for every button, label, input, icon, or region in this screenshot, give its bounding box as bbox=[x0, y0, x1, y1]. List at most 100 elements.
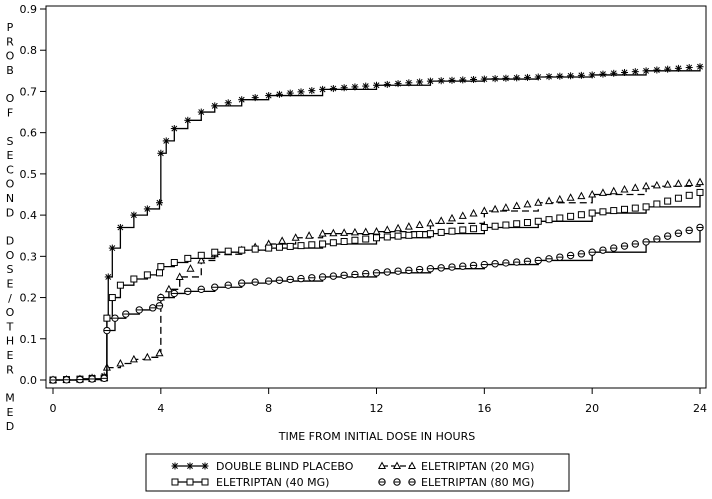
data-point bbox=[308, 274, 316, 282]
data-point bbox=[156, 149, 165, 158]
data-point bbox=[122, 310, 130, 318]
data-point bbox=[361, 82, 370, 91]
data-point bbox=[170, 259, 178, 267]
y-tick-label: 0.6 bbox=[20, 127, 38, 140]
legend-item-80mg: ELETRIPTAN (80 MG) bbox=[378, 476, 534, 489]
data-point bbox=[437, 216, 445, 224]
data-point bbox=[588, 248, 596, 256]
data-point bbox=[162, 136, 171, 145]
data-point bbox=[405, 231, 413, 239]
y-axis-label-char: H bbox=[6, 335, 14, 348]
data-point bbox=[116, 359, 125, 367]
y-tick-label: 0.4 bbox=[20, 209, 38, 222]
data-point bbox=[224, 247, 232, 255]
data-point bbox=[155, 198, 164, 207]
series-3 bbox=[49, 223, 704, 384]
data-point bbox=[685, 191, 693, 199]
data-point bbox=[394, 267, 402, 275]
data-point bbox=[566, 251, 575, 260]
data-point bbox=[197, 108, 206, 117]
data-point bbox=[577, 211, 585, 219]
legend-marker bbox=[378, 478, 386, 486]
y-axis-label-char: S bbox=[7, 263, 14, 276]
data-point bbox=[610, 207, 618, 215]
data-point bbox=[674, 64, 683, 73]
data-point bbox=[157, 293, 165, 302]
data-point bbox=[297, 87, 306, 96]
data-point bbox=[653, 200, 661, 208]
data-point bbox=[491, 222, 499, 230]
data-point bbox=[286, 89, 295, 98]
data-point bbox=[459, 211, 467, 219]
data-point bbox=[416, 230, 424, 238]
data-point bbox=[663, 65, 672, 74]
data-point bbox=[155, 349, 164, 357]
data-point bbox=[663, 232, 672, 240]
series-2 bbox=[49, 188, 704, 384]
data-point bbox=[502, 221, 510, 229]
data-point bbox=[116, 281, 124, 289]
data-point bbox=[685, 178, 693, 186]
data-point bbox=[448, 227, 456, 235]
data-point bbox=[480, 260, 489, 269]
x-tick-label: 24 bbox=[693, 402, 707, 415]
data-point bbox=[448, 263, 456, 271]
plot-frame bbox=[45, 5, 707, 389]
data-point bbox=[599, 188, 607, 196]
data-point bbox=[372, 81, 381, 90]
series-line bbox=[53, 192, 701, 381]
data-point bbox=[278, 236, 286, 244]
data-point bbox=[383, 268, 391, 276]
data-point bbox=[566, 193, 575, 201]
series-0 bbox=[49, 62, 704, 384]
data-point bbox=[502, 203, 510, 211]
y-tick-label: 0.8 bbox=[20, 44, 38, 57]
y-axis-label-char: O bbox=[6, 306, 15, 319]
data-point bbox=[135, 306, 143, 314]
data-point bbox=[653, 235, 661, 243]
x-tick-label: 20 bbox=[585, 402, 599, 415]
data-point bbox=[394, 224, 402, 232]
y-tick-label: 0.9 bbox=[20, 3, 38, 16]
data-point bbox=[621, 205, 629, 213]
data-point bbox=[437, 264, 445, 272]
data-point bbox=[318, 85, 327, 94]
data-point bbox=[211, 283, 219, 291]
data-point bbox=[534, 217, 542, 225]
data-point bbox=[426, 219, 435, 227]
data-point bbox=[696, 178, 704, 186]
series-line bbox=[53, 66, 701, 381]
data-point bbox=[155, 302, 164, 310]
x-tick-label: 4 bbox=[157, 402, 164, 415]
data-point bbox=[598, 70, 607, 79]
y-axis-label-char: T bbox=[6, 320, 14, 333]
data-point bbox=[329, 239, 337, 247]
data-point bbox=[426, 265, 435, 273]
data-point bbox=[224, 281, 232, 289]
data-point bbox=[143, 204, 152, 213]
data-point bbox=[104, 272, 113, 281]
data-point bbox=[373, 234, 380, 242]
data-point bbox=[674, 229, 683, 237]
data-point bbox=[237, 95, 246, 104]
data-point bbox=[238, 279, 246, 287]
data-point bbox=[447, 76, 456, 85]
data-point bbox=[534, 73, 543, 82]
y-tick-label: 0.2 bbox=[20, 292, 38, 305]
data-point bbox=[362, 235, 370, 243]
data-point bbox=[351, 228, 359, 236]
data-point bbox=[143, 271, 151, 279]
x-tick-label: 12 bbox=[370, 402, 384, 415]
data-point bbox=[556, 195, 564, 203]
data-point bbox=[130, 275, 138, 283]
data-point bbox=[426, 77, 435, 86]
series-1 bbox=[49, 178, 704, 383]
data-point bbox=[545, 197, 553, 205]
data-point bbox=[469, 75, 478, 84]
legend-label-20mg: ELETRIPTAN (20 MG) bbox=[421, 460, 534, 473]
data-point bbox=[186, 264, 195, 272]
data-point bbox=[210, 101, 219, 110]
data-point bbox=[170, 124, 179, 133]
data-point bbox=[437, 76, 446, 85]
legend-box bbox=[145, 453, 570, 492]
